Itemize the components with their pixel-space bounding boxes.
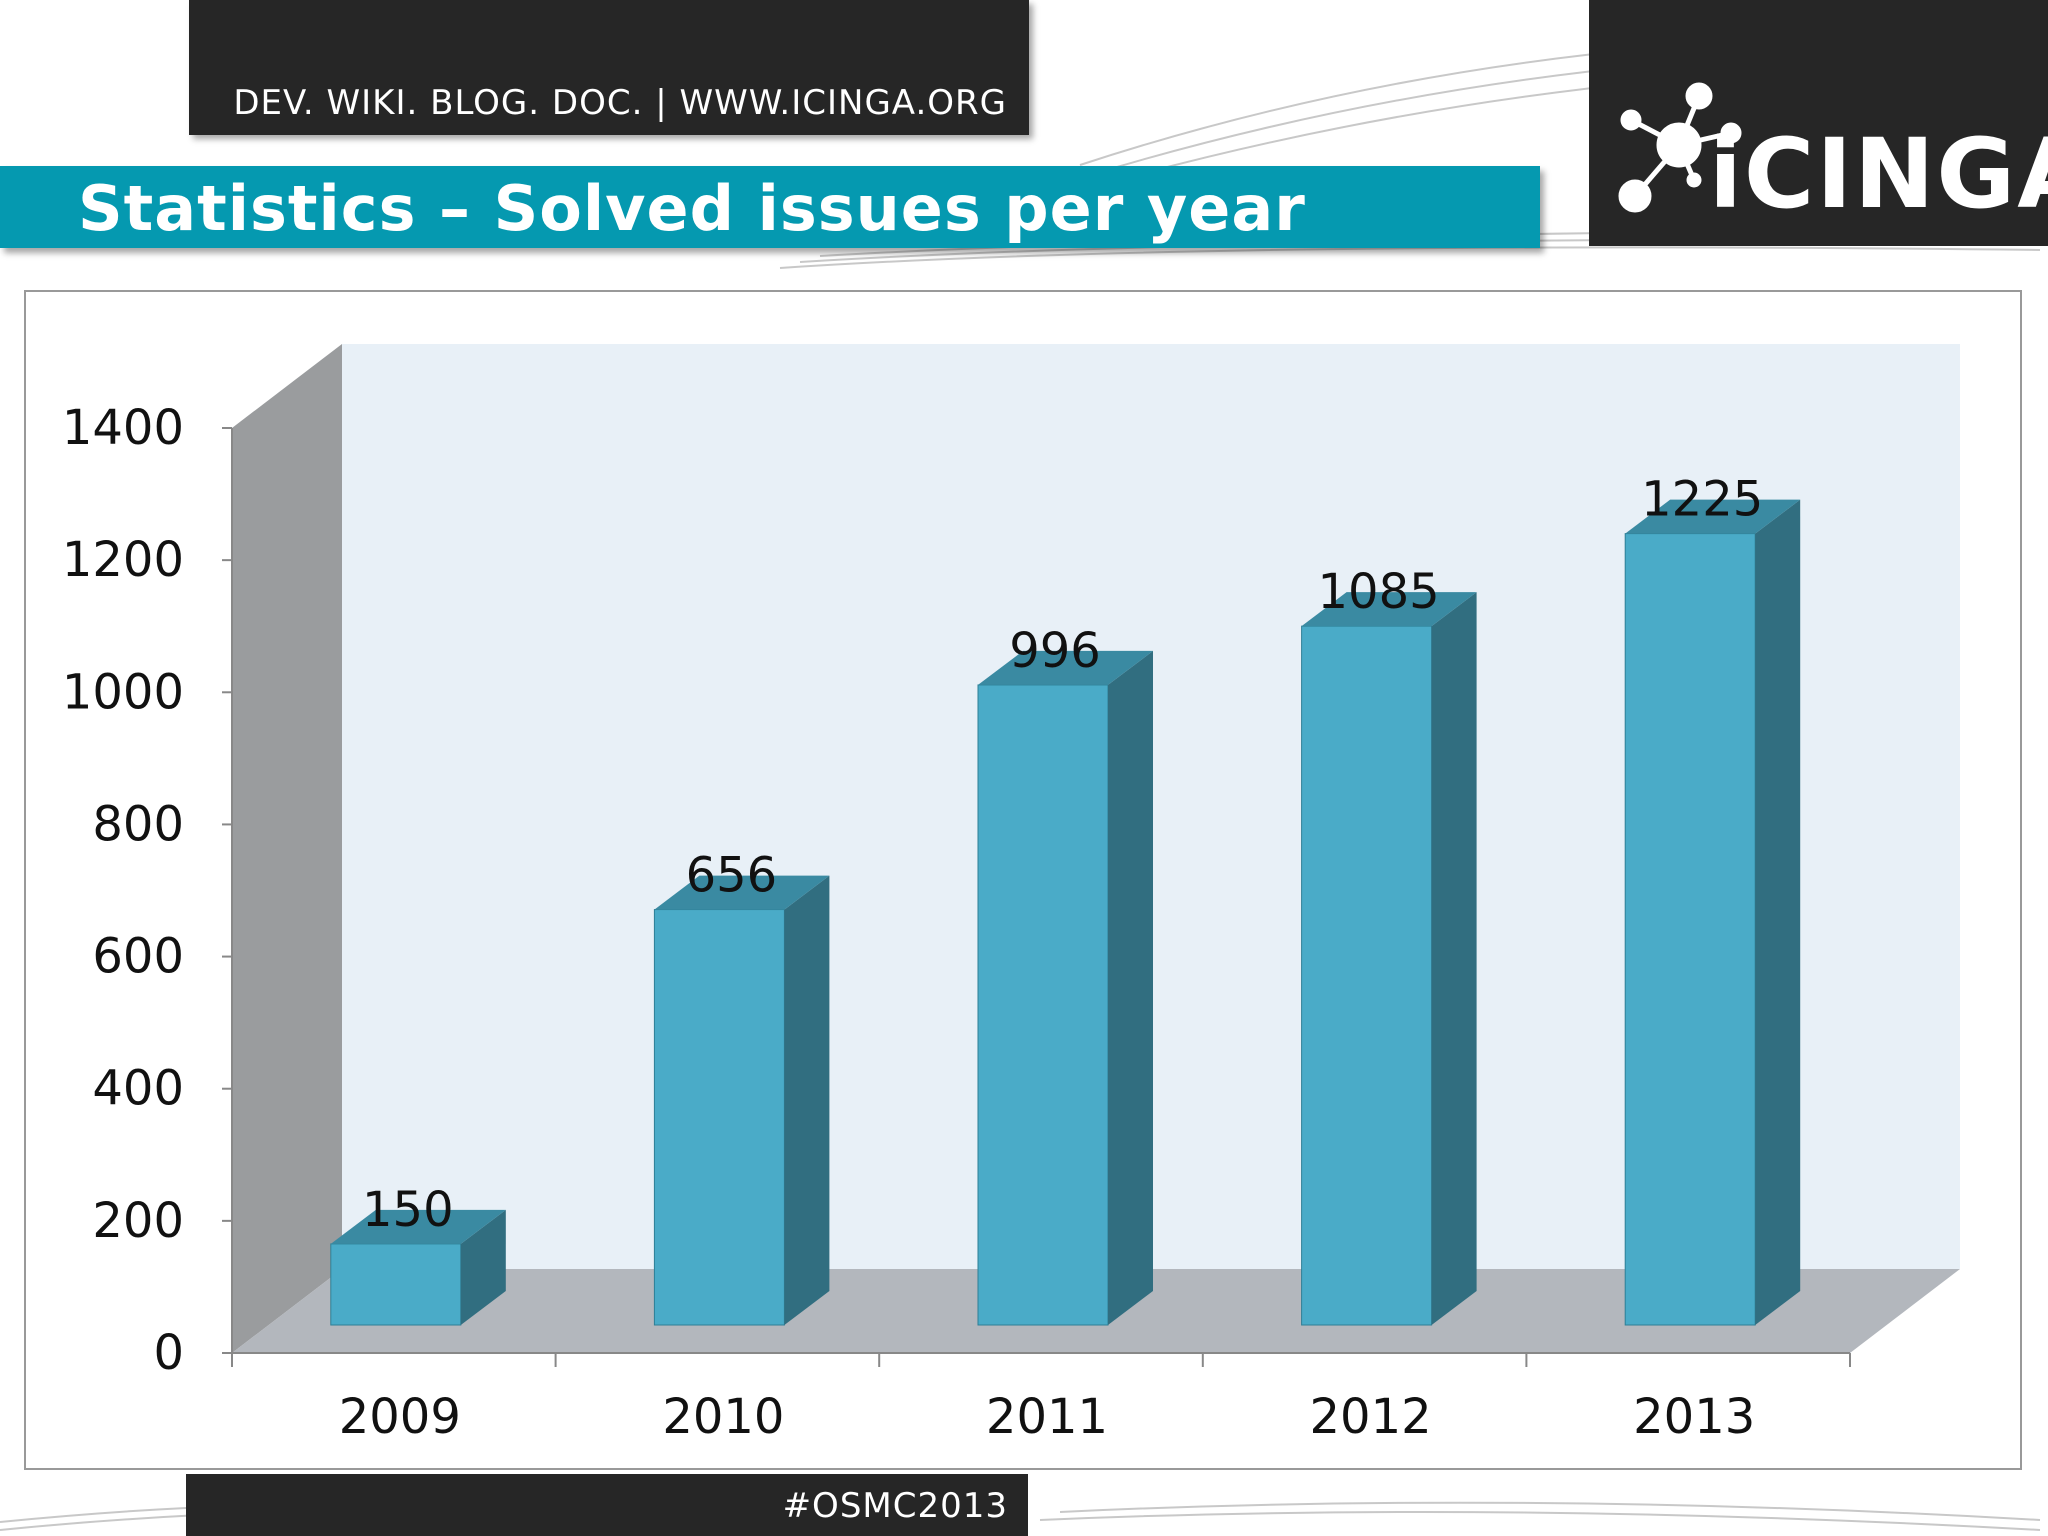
- chart-bars: [330, 499, 1801, 1326]
- side-wall: [232, 344, 342, 1353]
- footer-bar: #OSMC2013: [186, 1474, 1028, 1536]
- x-tick-label: 2011: [986, 1389, 1108, 1445]
- chart-labels: 150 2009 656 2010 996 2011 1085 2012 1225 2013: [339, 472, 1764, 1445]
- bar-side: [1431, 592, 1477, 1325]
- logo-wordmark: iCINGA: [1709, 118, 2048, 230]
- y-tick-label: 200: [92, 1193, 184, 1249]
- x-tick-label: 2013: [1633, 1389, 1755, 1445]
- data-label: 1225: [1641, 472, 1763, 528]
- bar-top: [654, 875, 830, 910]
- data-label: 996: [1009, 623, 1101, 679]
- bar-front: [330, 1243, 462, 1326]
- bar-front: [1624, 533, 1756, 1326]
- bar-top: [1625, 499, 1801, 534]
- data-label: 1085: [1318, 564, 1440, 620]
- bar-side: [1755, 499, 1801, 1325]
- bar-front: [1301, 625, 1433, 1326]
- y-tick-label: 1400: [62, 400, 184, 456]
- bar-top: [978, 650, 1153, 685]
- icinga-logo: iCINGA: [1589, 0, 2048, 246]
- y-tick-label: 800: [92, 796, 184, 852]
- x-tick-label: 2010: [662, 1389, 784, 1445]
- bar-side: [1108, 650, 1153, 1325]
- y-tick-label: 1000: [62, 664, 184, 720]
- y-tick-label: 400: [92, 1061, 184, 1117]
- bar-top: [330, 1209, 506, 1244]
- y-tick-label: 1200: [62, 532, 184, 588]
- y-tick-label: 600: [92, 929, 184, 985]
- bar-front: [653, 909, 785, 1326]
- bar-top: [1301, 592, 1477, 627]
- header-links[interactable]: DEV. WIKI. BLOG. DOC. | WWW.ICINGA.ORG: [233, 83, 1007, 123]
- data-label: 150: [362, 1182, 454, 1238]
- x-tick-label: 2012: [1310, 1389, 1432, 1445]
- chart-axes: 0 200 400 600 800 1000 1200 1400: [62, 400, 1851, 1381]
- y-tick-label: 0: [153, 1325, 184, 1381]
- bar-front: [977, 684, 1109, 1326]
- top-links-bar: DEV. WIKI. BLOG. DOC. | WWW.ICINGA.ORG: [189, 0, 1029, 135]
- x-tick-label: 2009: [339, 1389, 461, 1445]
- title-bar: Statistics – Solved issues per year: [0, 166, 1540, 248]
- page-title: Statistics – Solved issues per year: [78, 172, 1306, 245]
- bar-side: [460, 1209, 506, 1325]
- data-label: 656: [686, 848, 778, 904]
- footer-hashtag: #OSMC2013: [782, 1486, 1008, 1526]
- network-icon: [1618, 82, 1742, 213]
- bar-side: [784, 875, 830, 1325]
